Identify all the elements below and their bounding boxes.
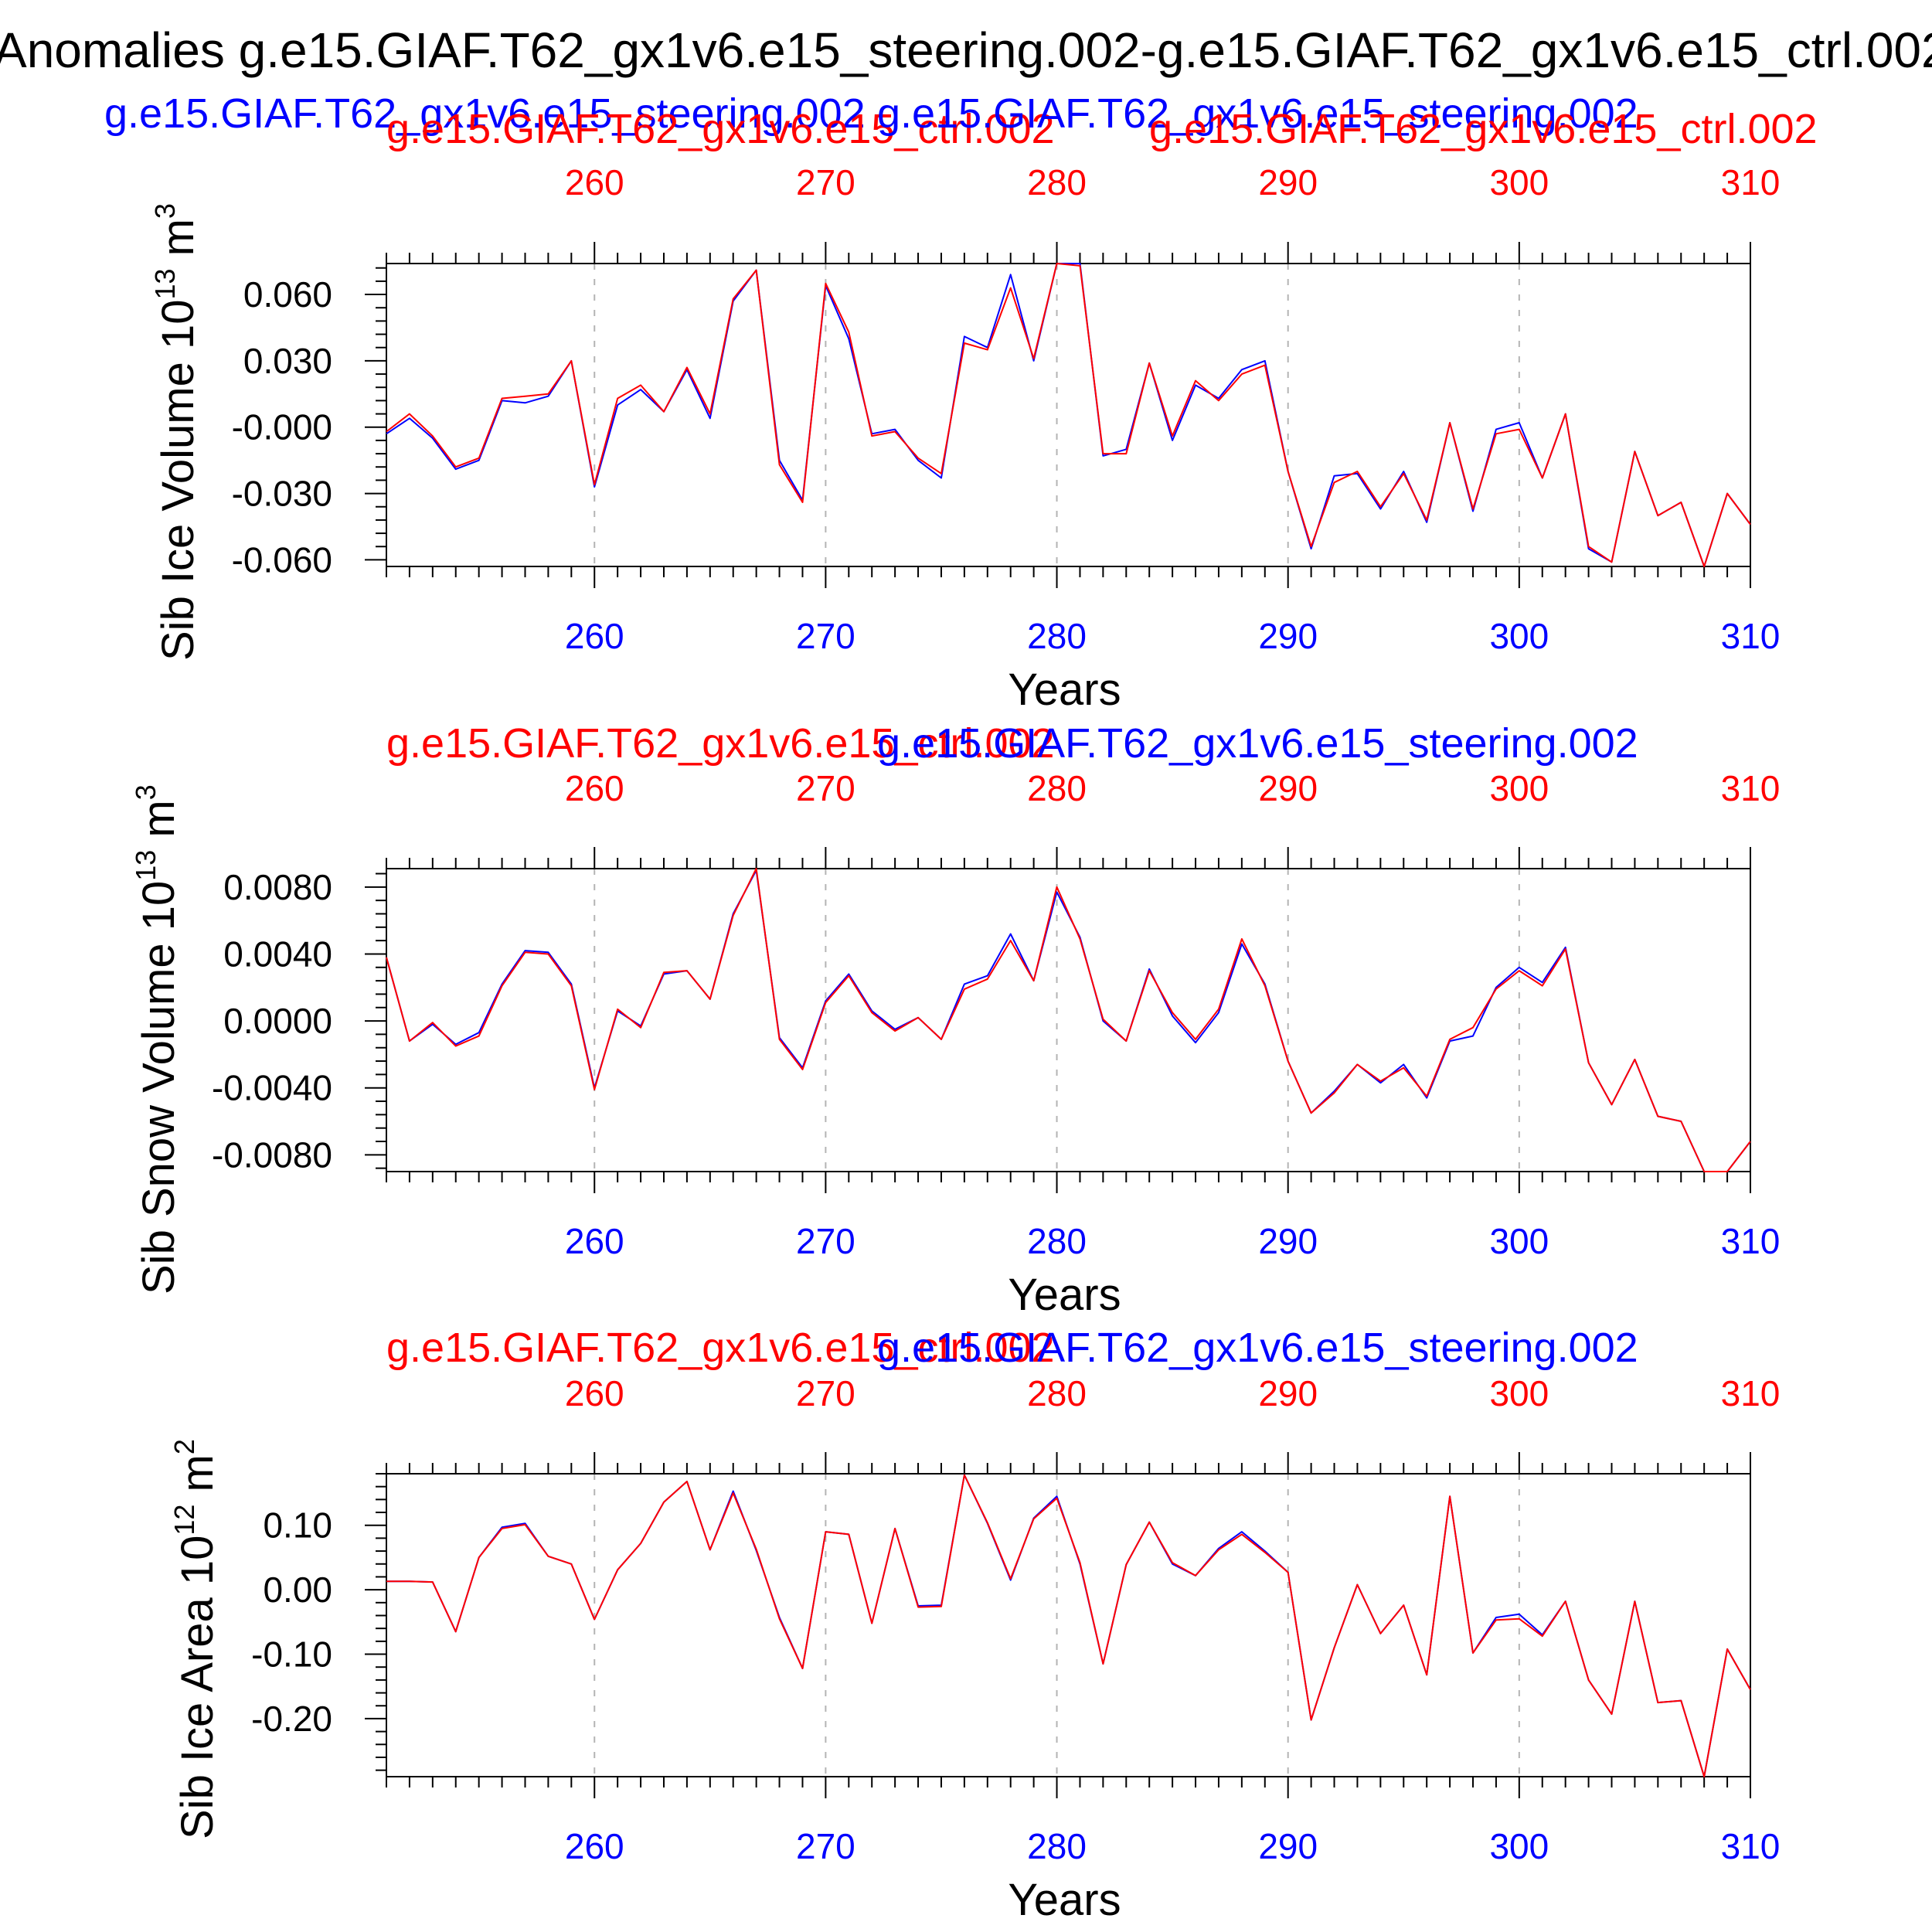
y-axis-title-part: 13 xyxy=(149,268,181,299)
y-axis-title-part: m xyxy=(134,800,184,849)
plot-frame xyxy=(386,263,1751,567)
x-tick-label-bottom: 260 xyxy=(565,1826,624,1866)
x-tick-label-top: 290 xyxy=(1258,1373,1318,1413)
x-tick-label-bottom: 270 xyxy=(796,616,855,656)
y-axis-title-part: m xyxy=(153,219,203,268)
x-tick-label-top: 300 xyxy=(1489,768,1549,808)
x-tick-label-bottom: 290 xyxy=(1258,1221,1318,1261)
y-tick-label: 0.0040 xyxy=(223,934,332,974)
x-tick-label-top: 280 xyxy=(1027,768,1087,808)
y-tick-label: 0.10 xyxy=(263,1505,332,1546)
chart-panel-1: g.e15.GIAF.T62_gx1v6.e15_steering.002g.e… xyxy=(104,90,1818,715)
x-tick-label-top: 280 xyxy=(1027,1373,1087,1413)
x-tick-label-top: 270 xyxy=(796,162,855,202)
y-tick-label: 0.060 xyxy=(243,274,332,315)
y-axis-title: Sib Snow Volume 1013 m3 xyxy=(130,784,184,1294)
x-tick-label-top: 310 xyxy=(1721,162,1781,202)
y-axis-title-part: 13 xyxy=(130,850,162,881)
x-tick-label-top: 270 xyxy=(796,1373,855,1413)
x-tick-label-bottom: 280 xyxy=(1027,616,1087,656)
x-tick-label-bottom: 260 xyxy=(565,1221,624,1261)
y-axis-title-part: Sib Ice Area 10 xyxy=(172,1536,223,1839)
x-tick-label-bottom: 310 xyxy=(1721,1826,1781,1866)
y-axis-title: Sib Ice Volume 1013 m3 xyxy=(149,203,203,661)
x-tick-label-top: 270 xyxy=(796,768,855,808)
y-tick-label: -0.030 xyxy=(232,474,332,514)
y-tick-label: -0.0040 xyxy=(212,1068,332,1108)
x-tick-label-top: 290 xyxy=(1258,768,1318,808)
y-tick-label: -0.20 xyxy=(251,1699,332,1739)
y-tick-label: -0.060 xyxy=(232,539,332,580)
x-axis-title: Years xyxy=(1008,1270,1121,1320)
x-tick-label-bottom: 270 xyxy=(796,1221,855,1261)
y-axis-title-part: Sib Snow Volume 10 xyxy=(134,881,184,1294)
x-tick-label-bottom: 310 xyxy=(1721,616,1781,656)
chart-panel-3: g.e15.GIAF.T62_gx1v6.e15_ctrl.002g.e15.G… xyxy=(168,1325,1780,1925)
series-line-run-a xyxy=(386,263,1751,567)
y-tick-label: 0.0080 xyxy=(223,867,332,907)
main-title: Anomalies g.e15.GIAF.T62_gx1v6.e15_steer… xyxy=(0,22,1932,78)
series-line-run-a xyxy=(386,869,1751,1172)
y-axis-title-part: m xyxy=(172,1454,223,1504)
y-tick-label: 0.030 xyxy=(243,341,332,381)
y-axis-title-part: 3 xyxy=(149,203,181,219)
x-tick-label-top: 280 xyxy=(1027,162,1087,202)
x-tick-label-top: 310 xyxy=(1721,768,1781,808)
run-label: g.e15.GIAF.T62_gx1v6.e15_steering.002 xyxy=(104,90,866,137)
y-axis-title-part: 12 xyxy=(168,1505,200,1536)
plot-frame xyxy=(386,1473,1751,1777)
x-axis-title: Years xyxy=(1008,1875,1121,1925)
x-tick-label-top: 260 xyxy=(565,1373,624,1413)
x-tick-label-top: 260 xyxy=(565,768,624,808)
y-tick-label: -0.10 xyxy=(251,1634,332,1675)
run-label: g.e15.GIAF.T62_gx1v6.e15_ctrl.002 xyxy=(386,1325,1055,1371)
x-tick-label-top: 290 xyxy=(1258,162,1318,202)
x-tick-label-bottom: 290 xyxy=(1258,616,1318,656)
series-line-run-b xyxy=(386,1474,1751,1777)
plot-frame xyxy=(386,868,1751,1172)
x-tick-label-bottom: 300 xyxy=(1489,1826,1549,1866)
series-line-run-a xyxy=(386,1474,1751,1777)
run-label: g.e15.GIAF.T62_gx1v6.e15_steering.002 xyxy=(877,90,1638,137)
y-tick-label: -0.000 xyxy=(232,407,332,447)
y-tick-label: 0.0000 xyxy=(223,1001,332,1041)
y-tick-label: 0.00 xyxy=(263,1570,332,1610)
x-tick-label-bottom: 300 xyxy=(1489,1221,1549,1261)
x-tick-label-top: 260 xyxy=(565,162,624,202)
y-axis-title-part: Sib Ice Volume 10 xyxy=(153,299,203,661)
run-label: g.e15.GIAF.T62_gx1v6.e15_steering.002 xyxy=(877,720,1638,767)
x-tick-label-bottom: 280 xyxy=(1027,1221,1087,1261)
series-line-run-b xyxy=(386,263,1751,567)
x-tick-label-bottom: 300 xyxy=(1489,616,1549,656)
x-tick-label-bottom: 280 xyxy=(1027,1826,1087,1866)
x-tick-label-bottom: 270 xyxy=(796,1826,855,1866)
run-label: g.e15.GIAF.T62_gx1v6.e15_ctrl.002 xyxy=(386,106,1055,152)
run-label: g.e15.GIAF.T62_gx1v6.e15_ctrl.002 xyxy=(1149,106,1818,152)
run-label: g.e15.GIAF.T62_gx1v6.e15_ctrl.002 xyxy=(386,720,1055,767)
series-line-run-b xyxy=(386,868,1751,1172)
x-tick-label-top: 300 xyxy=(1489,1373,1549,1413)
x-tick-label-bottom: 290 xyxy=(1258,1826,1318,1866)
x-tick-label-bottom: 310 xyxy=(1721,1221,1781,1261)
y-axis-title-part: 2 xyxy=(168,1439,200,1454)
y-tick-label: -0.0080 xyxy=(212,1134,332,1175)
x-tick-label-top: 310 xyxy=(1721,1373,1781,1413)
y-axis-title-part: 3 xyxy=(130,784,162,800)
x-tick-label-top: 300 xyxy=(1489,162,1549,202)
y-axis-title: Sib Ice Area 1012 m2 xyxy=(168,1439,223,1839)
x-tick-label-bottom: 260 xyxy=(565,616,624,656)
chart-panel-2: g.e15.GIAF.T62_gx1v6.e15_ctrl.002g.e15.G… xyxy=(130,720,1780,1320)
x-axis-title: Years xyxy=(1008,665,1121,715)
run-label: g.e15.GIAF.T62_gx1v6.e15_steering.002 xyxy=(877,1325,1638,1371)
